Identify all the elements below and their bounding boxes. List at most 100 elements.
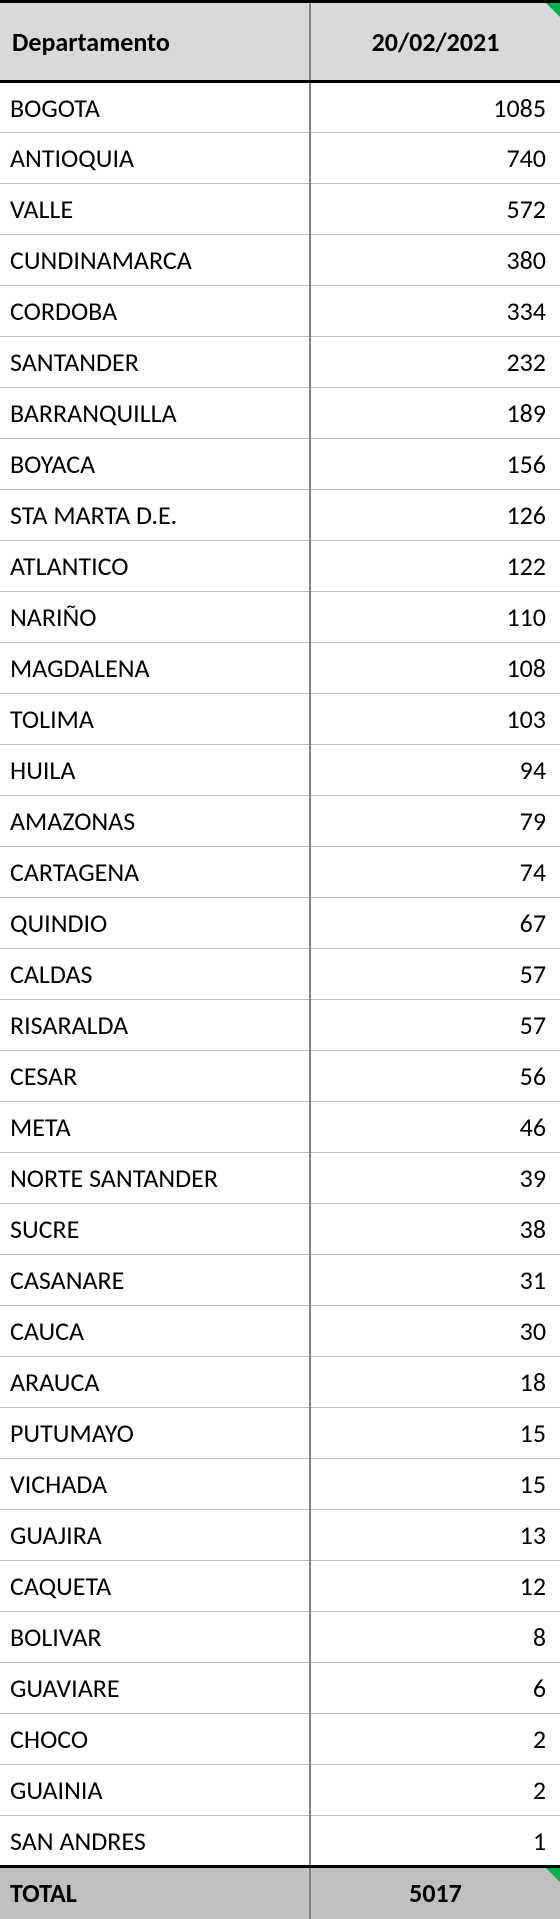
cell-value: 38: [310, 1204, 560, 1255]
cell-dept: META: [0, 1102, 310, 1153]
departamento-table: Departamento 20/02/2021 BOGOTA1085ANTIOQ…: [0, 0, 560, 1919]
table-row: AMAZONAS79: [0, 796, 560, 847]
footer-label: TOTAL: [0, 1867, 310, 1919]
cell-value: 156: [310, 439, 560, 490]
cell-dept: AMAZONAS: [0, 796, 310, 847]
table-row: CESAR56: [0, 1051, 560, 1102]
cell-dept: VICHADA: [0, 1459, 310, 1510]
table-row: GUAJIRA13: [0, 1510, 560, 1561]
cell-value: 232: [310, 337, 560, 388]
cell-dept: BOYACA: [0, 439, 310, 490]
cell-dept: GUAINIA: [0, 1765, 310, 1816]
cell-dept: CESAR: [0, 1051, 310, 1102]
cell-dept: CASANARE: [0, 1255, 310, 1306]
cell-value: 12: [310, 1561, 560, 1612]
cell-dept: HUILA: [0, 745, 310, 796]
cell-value: 74: [310, 847, 560, 898]
cell-value: 110: [310, 592, 560, 643]
cell-dept: BOLIVAR: [0, 1612, 310, 1663]
table-row: ATLANTICO122: [0, 541, 560, 592]
table-row: SANTANDER232: [0, 337, 560, 388]
table-row: CAUCA30: [0, 1306, 560, 1357]
cell-dept: CARTAGENA: [0, 847, 310, 898]
table-row: STA MARTA D.E.126: [0, 490, 560, 541]
cell-value: 1085: [310, 82, 560, 133]
header-departamento: Departamento: [0, 2, 310, 82]
cell-value: 6: [310, 1663, 560, 1714]
table-row: BOGOTA1085: [0, 82, 560, 133]
cell-dept: STA MARTA D.E.: [0, 490, 310, 541]
cell-dept: SANTANDER: [0, 337, 310, 388]
cell-dept: MAGDALENA: [0, 643, 310, 694]
table-row: NORTE SANTANDER39: [0, 1153, 560, 1204]
cell-value: 15: [310, 1459, 560, 1510]
cell-dept: CALDAS: [0, 949, 310, 1000]
footer-value: 5017: [310, 1867, 560, 1919]
cell-value: 2: [310, 1714, 560, 1765]
table-row: BARRANQUILLA189: [0, 388, 560, 439]
cell-dept: CUNDINAMARCA: [0, 235, 310, 286]
cell-value: 39: [310, 1153, 560, 1204]
table-row: CUNDINAMARCA380: [0, 235, 560, 286]
cell-dept: CHOCO: [0, 1714, 310, 1765]
cell-value: 79: [310, 796, 560, 847]
table-row: CHOCO2: [0, 1714, 560, 1765]
cell-value: 334: [310, 286, 560, 337]
table-row: CAQUETA12: [0, 1561, 560, 1612]
cell-dept: SUCRE: [0, 1204, 310, 1255]
cell-dept: TOLIMA: [0, 694, 310, 745]
cell-dept: PUTUMAYO: [0, 1408, 310, 1459]
cell-dept: ATLANTICO: [0, 541, 310, 592]
cell-value: 46: [310, 1102, 560, 1153]
table-row: QUINDIO67: [0, 898, 560, 949]
cell-value: 56: [310, 1051, 560, 1102]
table-row: GUAINIA2: [0, 1765, 560, 1816]
table-row: SAN ANDRES1: [0, 1816, 560, 1867]
table-row: CARTAGENA74: [0, 847, 560, 898]
table-row: CALDAS57: [0, 949, 560, 1000]
cell-dept: SAN ANDRES: [0, 1816, 310, 1867]
cell-value: 103: [310, 694, 560, 745]
cell-dept: GUAJIRA: [0, 1510, 310, 1561]
table-row: BOYACA156: [0, 439, 560, 490]
cell-value: 1: [310, 1816, 560, 1867]
cell-dept: BOGOTA: [0, 82, 310, 133]
cell-value: 18: [310, 1357, 560, 1408]
table-row: VALLE572: [0, 184, 560, 235]
table-row: MAGDALENA108: [0, 643, 560, 694]
cell-value: 30: [310, 1306, 560, 1357]
cell-dept: GUAVIARE: [0, 1663, 310, 1714]
cell-value: 94: [310, 745, 560, 796]
table-footer-row: TOTAL 5017: [0, 1867, 560, 1919]
header-date: 20/02/2021: [310, 2, 560, 82]
cell-value: 13: [310, 1510, 560, 1561]
cell-value: 2: [310, 1765, 560, 1816]
table-row: HUILA94: [0, 745, 560, 796]
table-row: ARAUCA18: [0, 1357, 560, 1408]
table-row: TOLIMA103: [0, 694, 560, 745]
cell-value: 126: [310, 490, 560, 541]
cell-dept: RISARALDA: [0, 1000, 310, 1051]
table-row: VICHADA15: [0, 1459, 560, 1510]
cell-value: 380: [310, 235, 560, 286]
table-row: CORDOBA334: [0, 286, 560, 337]
cell-dept: QUINDIO: [0, 898, 310, 949]
table-row: GUAVIARE6: [0, 1663, 560, 1714]
cell-value: 122: [310, 541, 560, 592]
table-body: BOGOTA1085ANTIOQUIA740VALLE572CUNDINAMAR…: [0, 82, 560, 1867]
table-row: BOLIVAR8: [0, 1612, 560, 1663]
cell-dept: ARAUCA: [0, 1357, 310, 1408]
cell-dept: CAUCA: [0, 1306, 310, 1357]
cell-value: 108: [310, 643, 560, 694]
cell-value: 57: [310, 949, 560, 1000]
cell-dept: ANTIOQUIA: [0, 133, 310, 184]
table-header-row: Departamento 20/02/2021: [0, 2, 560, 82]
cell-value: 67: [310, 898, 560, 949]
cell-value: 57: [310, 1000, 560, 1051]
table-row: RISARALDA57: [0, 1000, 560, 1051]
cell-dept: NORTE SANTANDER: [0, 1153, 310, 1204]
cell-value: 8: [310, 1612, 560, 1663]
cell-value: 740: [310, 133, 560, 184]
cell-dept: BARRANQUILLA: [0, 388, 310, 439]
cell-dept: CAQUETA: [0, 1561, 310, 1612]
